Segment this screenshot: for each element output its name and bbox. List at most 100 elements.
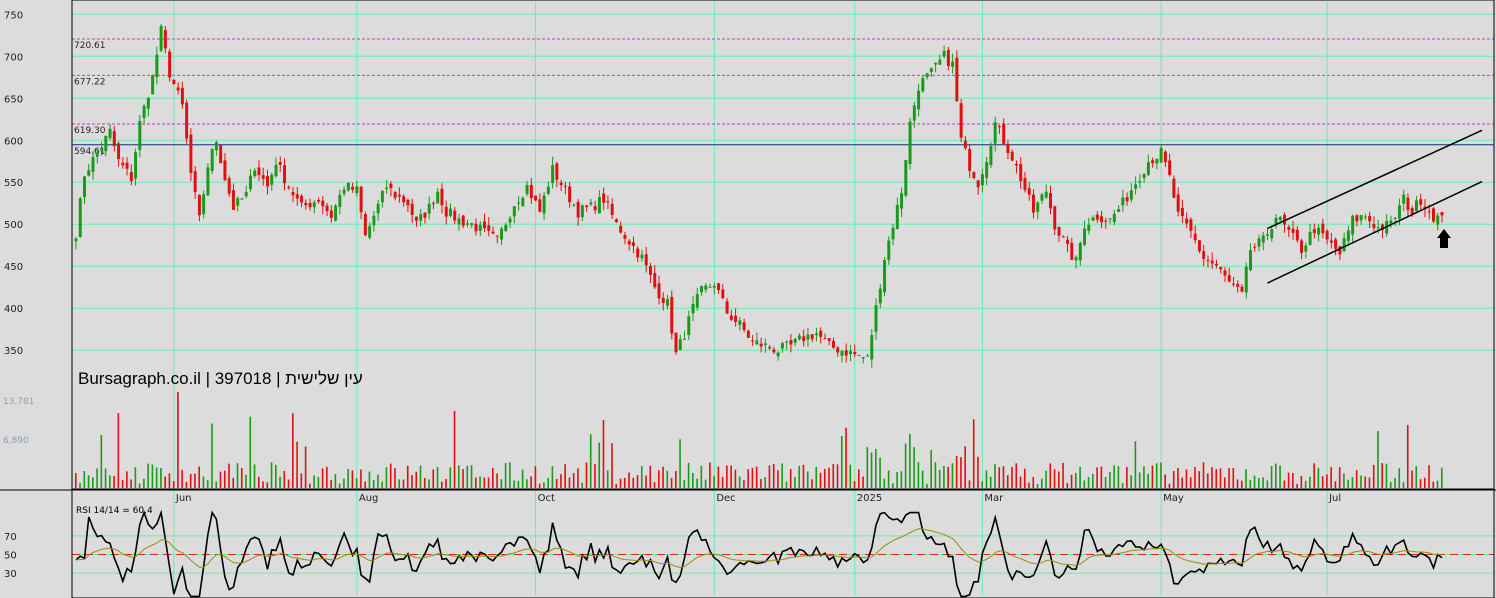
volume-bar: [160, 468, 162, 488]
volume-bar: [1398, 468, 1401, 488]
volume-bar: [215, 481, 218, 488]
volume-bar: [917, 462, 920, 488]
candle-body: [1078, 243, 1082, 261]
volume-bar: [632, 477, 635, 488]
time-tick-label: Aug: [359, 493, 379, 504]
candle-body: [721, 289, 725, 299]
candle-body: [980, 174, 984, 186]
volume-bar: [432, 469, 435, 488]
candle-body: [117, 143, 121, 160]
candle-body: [1121, 197, 1125, 206]
volume-bar: [517, 480, 520, 488]
candle-body: [1197, 240, 1201, 252]
price-tick-label: 750: [4, 10, 23, 21]
price-tick-label: 400: [4, 304, 23, 315]
candle-body: [1100, 216, 1104, 223]
volume-bar: [1428, 465, 1430, 488]
candle-body: [291, 192, 295, 196]
candle-body: [636, 248, 640, 258]
time-tick-label: Mar: [984, 493, 1004, 504]
candle-body: [266, 176, 269, 187]
level-label: 720.61: [74, 41, 106, 51]
volume-bar: [1032, 476, 1035, 488]
volume-bar: [1117, 466, 1120, 488]
volume-bar: [189, 473, 192, 488]
candle-body: [193, 171, 197, 193]
candle-body: [1308, 231, 1312, 245]
candle-body: [946, 49, 950, 67]
candle-body: [1295, 229, 1299, 241]
candle-body: [1253, 246, 1257, 248]
candle-body: [504, 224, 508, 231]
volume-bar: [819, 472, 822, 488]
candle-body: [372, 215, 376, 226]
candle-body: [244, 192, 248, 197]
candle-body: [1040, 194, 1044, 201]
candle-body: [78, 198, 82, 237]
volume-bar: [1160, 462, 1162, 488]
volume-bar: [1096, 467, 1098, 488]
candle-body: [934, 62, 938, 65]
candle-body: [91, 157, 95, 172]
volume-bar: [445, 478, 447, 488]
volume-bar: [998, 467, 1001, 488]
volume-bar: [1198, 471, 1201, 488]
candle-body: [1163, 151, 1167, 163]
candle-body: [125, 162, 129, 169]
volume-bar: [1411, 470, 1413, 488]
candle-body: [1214, 263, 1218, 266]
volume-bar: [194, 473, 196, 488]
candle-body: [100, 147, 104, 151]
price-tick-label: 550: [4, 178, 23, 189]
volume-bar: [1249, 480, 1252, 488]
candle-body: [674, 332, 678, 353]
candle-body: [623, 234, 627, 239]
candle-body: [1219, 266, 1223, 270]
volume-bar: [687, 462, 690, 488]
candle-body: [1057, 226, 1061, 236]
candle-body: [1087, 224, 1091, 231]
volume-bar: [1040, 478, 1043, 488]
volume-bar: [1432, 481, 1435, 488]
candle-body: [912, 105, 916, 121]
candle-body: [1410, 208, 1414, 214]
candle-body: [853, 352, 857, 355]
candle-body: [461, 215, 465, 226]
volume-bar: [802, 464, 805, 488]
candle-body: [1300, 240, 1304, 253]
candle-body: [1342, 238, 1346, 252]
volume-bar: [551, 466, 554, 488]
volume-bar: [364, 481, 366, 488]
volume-bar: [853, 481, 856, 488]
volume-bar: [657, 470, 660, 488]
volume-bar: [772, 463, 775, 488]
candle-body: [1023, 178, 1027, 190]
candle-body: [1193, 233, 1197, 241]
candle-body: [789, 340, 793, 345]
candle-body: [1172, 178, 1176, 198]
volume-bar: [355, 478, 358, 488]
volume-bar: [866, 447, 869, 488]
candle-body: [214, 142, 218, 151]
candle-body: [355, 186, 359, 194]
volume-bar: [1232, 468, 1235, 488]
candle-body: [823, 338, 827, 340]
candle-body: [385, 187, 389, 190]
candle-body: [491, 231, 495, 234]
candle-body: [317, 199, 321, 202]
volume-bar: [606, 470, 609, 488]
volume-bar: [585, 462, 588, 488]
volume-bar: [389, 463, 392, 488]
volume-bar: [1270, 466, 1273, 488]
volume-bar: [1126, 466, 1128, 488]
volume-bar: [330, 480, 332, 488]
volume-bar: [1300, 475, 1303, 488]
candle-body: [1066, 239, 1070, 244]
volume-bar: [738, 476, 741, 488]
volume-bar: [670, 477, 673, 488]
candle-body: [997, 126, 1001, 128]
candle-body: [1031, 194, 1035, 213]
volume-bar: [730, 465, 732, 488]
volume-bar: [130, 479, 132, 488]
volume-bar: [589, 434, 592, 488]
